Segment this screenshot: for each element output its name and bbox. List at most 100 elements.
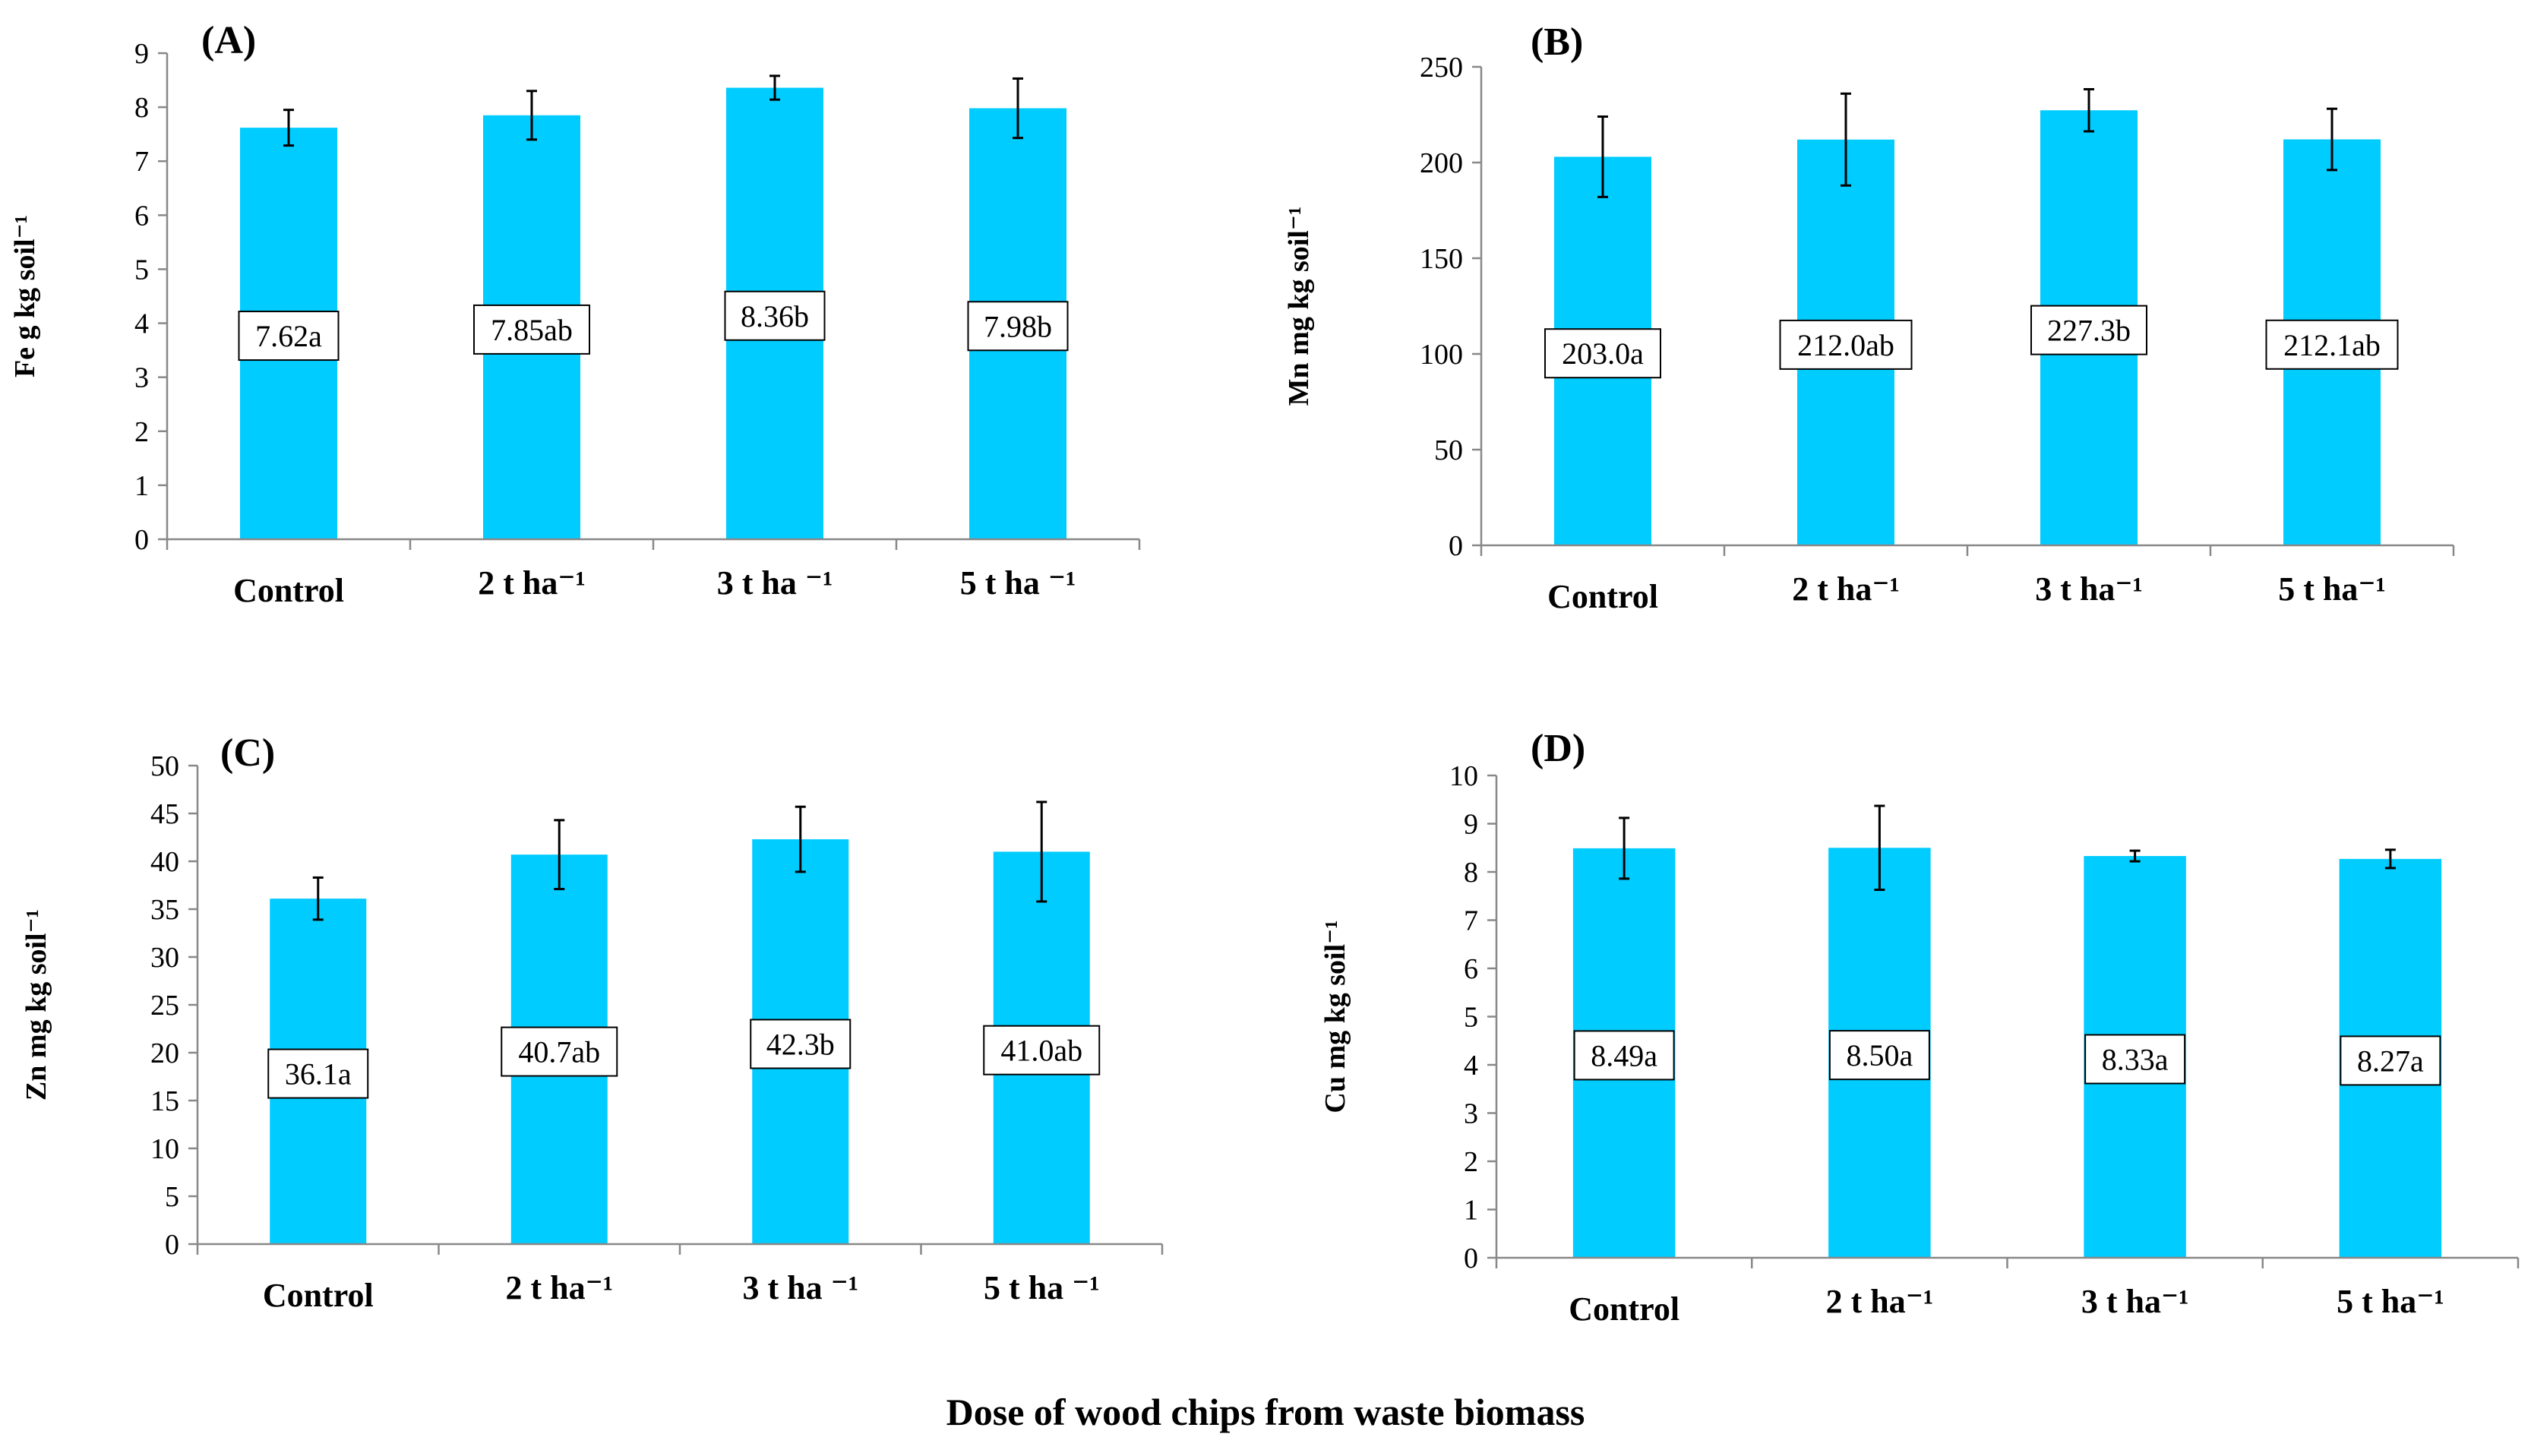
data-label-box-dose-5 <box>2265 319 2399 370</box>
y-tick-label: 4 <box>134 308 149 340</box>
x-tick-label-dose-3: 3 t ha ⁻¹ <box>742 1269 858 1306</box>
data-label-dose-5: 7.98b <box>984 309 1052 343</box>
chart-svg: (D) Cu mg kg soil⁻¹ 8.49a 8.50a 8.33a 8.27a 0 1… <box>1319 727 2520 1328</box>
data-label-dose-2: 212.0ab <box>1797 328 1894 362</box>
y-tick-label: 30 <box>150 942 179 974</box>
y-tick-label: 5 <box>1464 1002 1478 1034</box>
data-label-dose-2: 8.50a <box>1846 1038 1913 1072</box>
chart-svg: (C) Zn mg kg soil⁻¹ 36.1a 40.7ab 42.3b 41.0ab… <box>21 731 1164 1314</box>
data-label-box-control <box>238 311 340 362</box>
y-tick-label: 50 <box>150 750 179 782</box>
data-label-dose-2: 40.7ab <box>518 1035 600 1069</box>
common-x-axis-label: Dose of wood chips from waste biomass <box>946 1391 1585 1433</box>
data-label-box-dose-3 <box>2084 1034 2186 1085</box>
x-tick-label-dose-3: 3 t ha⁻¹ <box>2035 570 2143 608</box>
data-label-box-dose-5 <box>2340 1035 2441 1086</box>
y-tick-label: 8 <box>1464 857 1478 889</box>
x-tick-label-dose-3: 3 t ha⁻¹ <box>2081 1283 2189 1320</box>
panel-a-fe-chart: (A) Fe g kg soil⁻¹ 7.62a 7.85ab 8.36b 7.98b 0 1… <box>0 0 1261 684</box>
data-label-control: 7.62a <box>255 319 322 353</box>
y-tick-label: 6 <box>1464 953 1478 985</box>
data-label-box-dose-5 <box>983 1025 1101 1075</box>
data-label-dose-5: 8.27a <box>2357 1044 2424 1078</box>
panel-label: (C) <box>220 731 275 775</box>
y-tick-label: 35 <box>150 894 179 926</box>
data-label-box-dose-5 <box>967 301 1069 352</box>
y-tick-label: 45 <box>150 798 179 830</box>
y-tick-label: 0 <box>1464 1243 1478 1274</box>
data-label-dose-5: 41.0ab <box>1000 1034 1082 1068</box>
data-label-control: 36.1a <box>285 1057 352 1091</box>
x-tick-label-dose-5: 5 t ha⁻¹ <box>2337 1283 2444 1320</box>
y-tick-label: 9 <box>1464 809 1478 841</box>
data-label-dose-5: 212.1ab <box>2283 328 2381 362</box>
y-tick-label: 4 <box>1464 1050 1478 1082</box>
y-tick-label: 2 <box>1464 1146 1478 1178</box>
panel-b-mn-chart: (B) Mn mg kg soil⁻¹ 203.0a 212.0ab 227.3b 212… <box>1261 0 2531 684</box>
y-tick-label: 0 <box>165 1229 179 1261</box>
y-tick-label: 150 <box>1420 243 1463 275</box>
y-tick-label: 3 <box>1464 1098 1478 1130</box>
data-label-dose-3: 227.3b <box>2047 314 2131 348</box>
y-axis-label: Zn mg kg soil⁻¹ <box>21 909 52 1101</box>
y-tick-label: 7 <box>1464 905 1478 937</box>
x-tick-label-control: Control <box>1547 578 1658 615</box>
data-label-control: 8.49a <box>1591 1038 1657 1072</box>
y-tick-label: 10 <box>150 1133 179 1165</box>
data-label-control: 203.0a <box>1562 336 1644 371</box>
data-label-box-dose-3 <box>724 290 826 341</box>
panel-label: (A) <box>201 19 256 62</box>
x-tick-label-dose-5: 5 t ha ⁻¹ <box>984 1269 1100 1306</box>
y-tick-label: 10 <box>1449 760 1478 792</box>
y-tick-label: 5 <box>134 254 149 286</box>
y-tick-label: 15 <box>150 1085 179 1117</box>
data-label-box-dose-2 <box>473 304 590 355</box>
y-tick-label: 8 <box>134 92 149 124</box>
y-tick-label: 9 <box>134 38 149 70</box>
data-label-box-dose-3 <box>750 1019 852 1069</box>
y-tick-label: 5 <box>165 1181 179 1213</box>
panel-c-zn-chart: (C) Zn mg kg soil⁻¹ 36.1a 40.7ab 42.3b 41.0ab… <box>0 706 1261 1382</box>
data-label-box-control <box>267 1048 369 1099</box>
data-label-box-dose-3 <box>2030 305 2147 355</box>
y-tick-label: 3 <box>134 362 149 394</box>
data-label-box-control <box>1544 328 1661 379</box>
x-tick-label-dose-2: 2 t ha⁻¹ <box>478 564 586 602</box>
y-tick-label: 25 <box>150 990 179 1022</box>
y-tick-label: 250 <box>1420 52 1463 84</box>
y-tick-label: 40 <box>150 846 179 878</box>
y-axis-label: Cu mg kg soil⁻¹ <box>1319 920 1351 1113</box>
y-axis-label: Mn mg kg soil⁻¹ <box>1283 207 1315 406</box>
x-tick-label-dose-2: 2 t ha⁻¹ <box>505 1269 613 1306</box>
data-label-box-dose-2 <box>1828 1030 1930 1081</box>
y-tick-label: 1 <box>1464 1195 1478 1227</box>
y-tick-label: 100 <box>1420 339 1463 371</box>
y-tick-label: 6 <box>134 200 149 232</box>
y-tick-label: 1 <box>134 470 149 502</box>
x-tick-label-dose-5: 5 t ha ⁻¹ <box>960 564 1076 602</box>
panel-label: (D) <box>1531 727 1585 770</box>
x-tick-label-dose-5: 5 t ha⁻¹ <box>2278 570 2386 608</box>
x-tick-label-dose-2: 2 t ha⁻¹ <box>1826 1283 1934 1320</box>
x-tick-label-dose-2: 2 t ha⁻¹ <box>1792 570 1900 608</box>
chart-svg: (B) Mn mg kg soil⁻¹ 203.0a 212.0ab 227.3b 212… <box>1283 21 2455 615</box>
chart-svg: (A) Fe g kg soil⁻¹ 7.62a 7.85ab 8.36b 7.98b 0 1… <box>9 19 1141 609</box>
y-tick-label: 0 <box>1449 530 1463 562</box>
y-tick-label: 50 <box>1434 434 1463 466</box>
panel-d-cu-chart: (D) Cu mg kg soil⁻¹ 8.49a 8.50a 8.33a 8.27a 0 1… <box>1261 706 2531 1382</box>
data-label-dose-3: 8.36b <box>741 299 809 333</box>
data-label-box-dose-2 <box>501 1026 618 1077</box>
y-tick-label: 200 <box>1420 147 1463 179</box>
y-tick-label: 7 <box>134 146 149 178</box>
x-tick-label-control: Control <box>263 1277 374 1314</box>
data-label-dose-2: 7.85ab <box>491 313 573 347</box>
y-axis-label: Fe g kg soil⁻¹ <box>9 215 41 377</box>
x-tick-label-dose-3: 3 t ha ⁻¹ <box>717 564 833 602</box>
y-tick-label: 2 <box>134 416 149 448</box>
data-label-box-control <box>1573 1030 1675 1081</box>
data-label-box-dose-2 <box>1779 319 1913 370</box>
y-tick-label: 20 <box>150 1038 179 1069</box>
panel-label: (B) <box>1531 21 1583 64</box>
data-label-dose-3: 42.3b <box>766 1028 835 1062</box>
